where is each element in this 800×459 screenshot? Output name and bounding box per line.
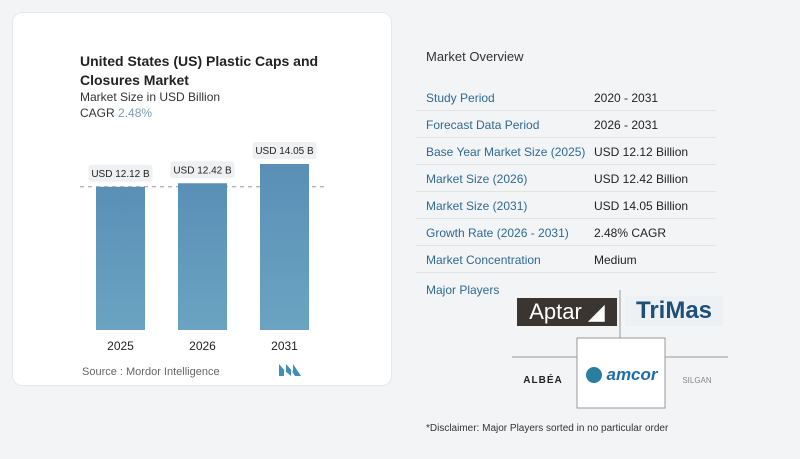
major-players-label: Major Players — [426, 283, 500, 297]
row-value: 2.48% CAGR — [594, 226, 667, 240]
x-tick-label: 2026 — [189, 339, 216, 353]
overview-row: Market Size (2026) USD 12.42 Billion — [416, 165, 716, 192]
amcor-mark-icon — [586, 367, 603, 383]
data-label-bg — [88, 164, 153, 182]
overview-row: Growth Rate (2026 - 2031) 2.48% CAGR — [416, 219, 716, 246]
overview-row: Base Year Market Size (2025) USD 12.12 Bi… — [416, 138, 716, 165]
row-label: Base Year Market Size (2025) — [426, 145, 586, 159]
disclaimer: *Disclaimer: Major Players sorted in no … — [426, 423, 669, 434]
source-text: Source : Mordor Intelligence — [82, 366, 220, 378]
row-value: USD 12.12 Billion — [594, 145, 689, 159]
row-value: USD 14.05 Billion — [594, 199, 689, 213]
row-value: Medium — [594, 253, 637, 267]
overview-row: Study Period 2020 - 2031 — [416, 84, 716, 111]
data-label: USD 12.42 B — [173, 165, 232, 176]
row-label: Growth Rate (2026 - 2031) — [426, 226, 569, 240]
overview-title: Market Overview — [426, 49, 524, 64]
cagr-value: 2.48% — [118, 106, 153, 120]
bar-2026 — [178, 183, 227, 330]
row-label: Market Size (2031) — [426, 199, 528, 213]
cagr: CAGR 2.48% — [80, 106, 152, 120]
chart-title: United States (US) Plastic Caps and Clos… — [80, 53, 319, 88]
cagr-label: CAGR — [80, 106, 115, 120]
data-label-bg — [252, 142, 317, 159]
overview-row: Market Concentration Medium — [416, 246, 716, 273]
overview-row: Forecast Data Period 2026 - 2031 — [416, 111, 716, 138]
row-value: 2026 - 2031 — [594, 118, 659, 132]
silgan-logo: SILGAN — [682, 375, 712, 385]
chart-subtitle: Market Size in USD Billion — [80, 90, 221, 104]
albea-logo: ALBÉA — [523, 374, 563, 386]
trimas-logo: TriMas — [625, 296, 723, 326]
data-label: USD 14.05 B — [255, 146, 314, 157]
bar-2031 — [260, 164, 309, 330]
row-value: USD 12.42 Billion — [594, 172, 689, 186]
mordor-logo-icon — [279, 364, 301, 376]
data-label: USD 12.12 B — [91, 169, 150, 180]
data-label-bg — [170, 161, 235, 179]
aptar-logo: Aptar ◢ — [517, 298, 617, 326]
x-tick-label: 2025 — [107, 339, 134, 353]
row-label: Study Period — [426, 91, 495, 105]
bar-2025 — [96, 186, 145, 330]
x-tick-label: 2031 — [271, 339, 298, 353]
row-label: Market Size (2026) — [426, 172, 528, 186]
row-label: Market Concentration — [426, 253, 541, 267]
bar-chart: USD 12.12 B 2025 USD 12.42 B 2026 USD 14.05 … — [80, 142, 328, 353]
overview-row: Market Size (2031) USD 14.05 Billion — [416, 192, 716, 219]
row-value: 2020 - 2031 — [594, 91, 659, 105]
amcor-logo: amcor — [580, 360, 664, 390]
row-label: Forecast Data Period — [426, 118, 540, 132]
